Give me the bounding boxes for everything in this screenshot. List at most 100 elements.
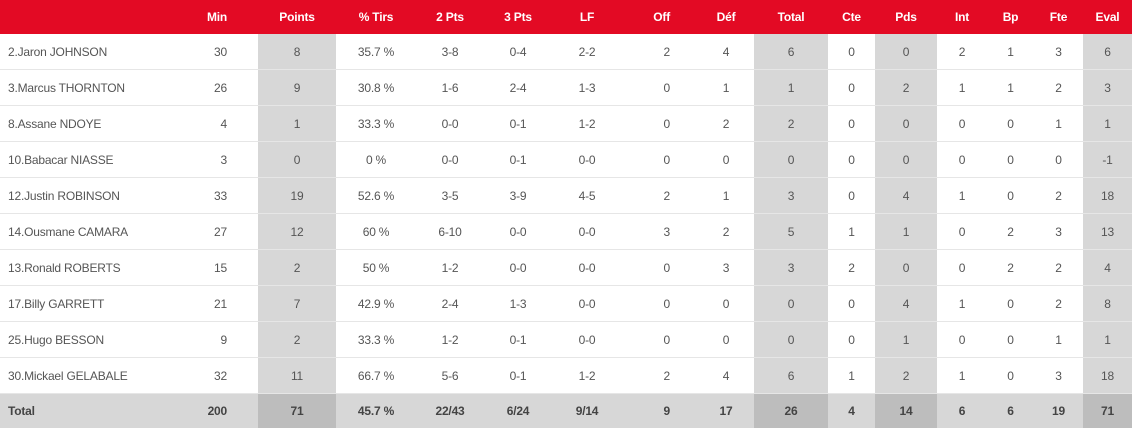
cell-int: 0: [937, 106, 987, 142]
cell-cte: 0: [828, 286, 875, 322]
cell-pct-tirs: 52.6 %: [336, 178, 416, 214]
cell-total: 3: [754, 178, 828, 214]
cell-def: 0: [698, 286, 754, 322]
cell-min: 32: [192, 358, 258, 394]
cell-total: 2: [754, 106, 828, 142]
header-int[interactable]: Int: [937, 0, 987, 34]
header-min[interactable]: Min: [192, 0, 258, 34]
cell-eval: 18: [1083, 358, 1132, 394]
cell-fte: 1: [1034, 322, 1083, 358]
cell-3pts: 0-1: [484, 322, 552, 358]
cell-cte: 2: [828, 250, 875, 286]
cell-def: 3: [698, 250, 754, 286]
cell-def: 1: [698, 70, 754, 106]
header-pct-tirs[interactable]: % Tirs: [336, 0, 416, 34]
header-cte[interactable]: Cte: [828, 0, 875, 34]
cell-points: 8: [258, 34, 336, 70]
header-off[interactable]: Off: [622, 0, 698, 34]
cell-3pts: 3-9: [484, 178, 552, 214]
cell-cte: 0: [828, 34, 875, 70]
cell-2pts: 1-2: [416, 322, 484, 358]
cell-bp: 0: [987, 358, 1034, 394]
cell-fte: 2: [1034, 70, 1083, 106]
cell-pds: 0: [875, 106, 937, 142]
header-pds[interactable]: Pds: [875, 0, 937, 34]
cell-total: 6: [754, 358, 828, 394]
cell-player[interactable]: 8.Assane NDOYE: [0, 106, 192, 142]
cell-points: 11: [258, 358, 336, 394]
cell-player[interactable]: 13.Ronald ROBERTS: [0, 250, 192, 286]
header-3pts[interactable]: 3 Pts: [484, 0, 552, 34]
cell-player[interactable]: 12.Justin ROBINSON: [0, 178, 192, 214]
cell-lf: 0-0: [552, 322, 622, 358]
cell-lf: 0-0: [552, 142, 622, 178]
header-2pts[interactable]: 2 Pts: [416, 0, 484, 34]
cell-lf: 1-3: [552, 70, 622, 106]
cell-lf: 0-0: [552, 250, 622, 286]
cell-off: 0: [622, 286, 698, 322]
cell-off: 0: [622, 322, 698, 358]
cell-player[interactable]: 14.Ousmane CAMARA: [0, 214, 192, 250]
header-lf[interactable]: LF: [552, 0, 622, 34]
cell-player[interactable]: 17.Billy GARRETT: [0, 286, 192, 322]
header-fte[interactable]: Fte: [1034, 0, 1083, 34]
cell-3pts: 2-4: [484, 70, 552, 106]
cell-pds: 4: [875, 286, 937, 322]
cell-player[interactable]: 2.Jaron JOHNSON: [0, 34, 192, 70]
cell-points: 19: [258, 178, 336, 214]
cell-bp: 2: [987, 214, 1034, 250]
cell-bp: 0: [987, 106, 1034, 142]
cell-2pts: 1-6: [416, 70, 484, 106]
cell-2pts: 1-2: [416, 250, 484, 286]
cell-2pts: 0-0: [416, 142, 484, 178]
header-def[interactable]: Déf: [698, 0, 754, 34]
cell-3pts: 0-0: [484, 250, 552, 286]
cell-total: 6: [754, 34, 828, 70]
cell-def: 0: [698, 142, 754, 178]
header-total[interactable]: Total: [754, 0, 828, 34]
cell-2pts: 5-6: [416, 358, 484, 394]
cell-total: 1: [754, 70, 828, 106]
cell-min: 27: [192, 214, 258, 250]
cell-min: 3: [192, 142, 258, 178]
totals-points: 71: [258, 394, 336, 428]
totals-label: Total: [0, 394, 192, 428]
cell-pct-tirs: 0 %: [336, 142, 416, 178]
totals-row: Total 200 71 45.7 % 22/43 6/24 9/14 9 17…: [0, 394, 1132, 428]
cell-eval: 1: [1083, 322, 1132, 358]
cell-player[interactable]: 10.Babacar NIASSE: [0, 142, 192, 178]
totals-cte: 4: [828, 394, 875, 428]
cell-total: 0: [754, 286, 828, 322]
cell-int: 2: [937, 34, 987, 70]
cell-off: 2: [622, 178, 698, 214]
cell-pct-tirs: 66.7 %: [336, 358, 416, 394]
cell-fte: 2: [1034, 286, 1083, 322]
cell-int: 0: [937, 250, 987, 286]
cell-cte: 1: [828, 358, 875, 394]
header-points[interactable]: Points: [258, 0, 336, 34]
cell-eval: 3: [1083, 70, 1132, 106]
cell-cte: 0: [828, 322, 875, 358]
cell-min: 9: [192, 322, 258, 358]
header-bp[interactable]: Bp: [987, 0, 1034, 34]
cell-lf: 2-2: [552, 34, 622, 70]
cell-bp: 0: [987, 178, 1034, 214]
cell-off: 0: [622, 250, 698, 286]
cell-player[interactable]: 3.Marcus THORNTON: [0, 70, 192, 106]
totals-pds: 14: [875, 394, 937, 428]
header-eval[interactable]: Eval: [1083, 0, 1132, 34]
cell-player[interactable]: 25.Hugo BESSON: [0, 322, 192, 358]
cell-2pts: 0-0: [416, 106, 484, 142]
cell-int: 0: [937, 322, 987, 358]
totals-off: 9: [622, 394, 698, 428]
cell-player[interactable]: 30.Mickael GELABALE: [0, 358, 192, 394]
cell-pds: 0: [875, 250, 937, 286]
cell-off: 2: [622, 358, 698, 394]
cell-total: 0: [754, 142, 828, 178]
